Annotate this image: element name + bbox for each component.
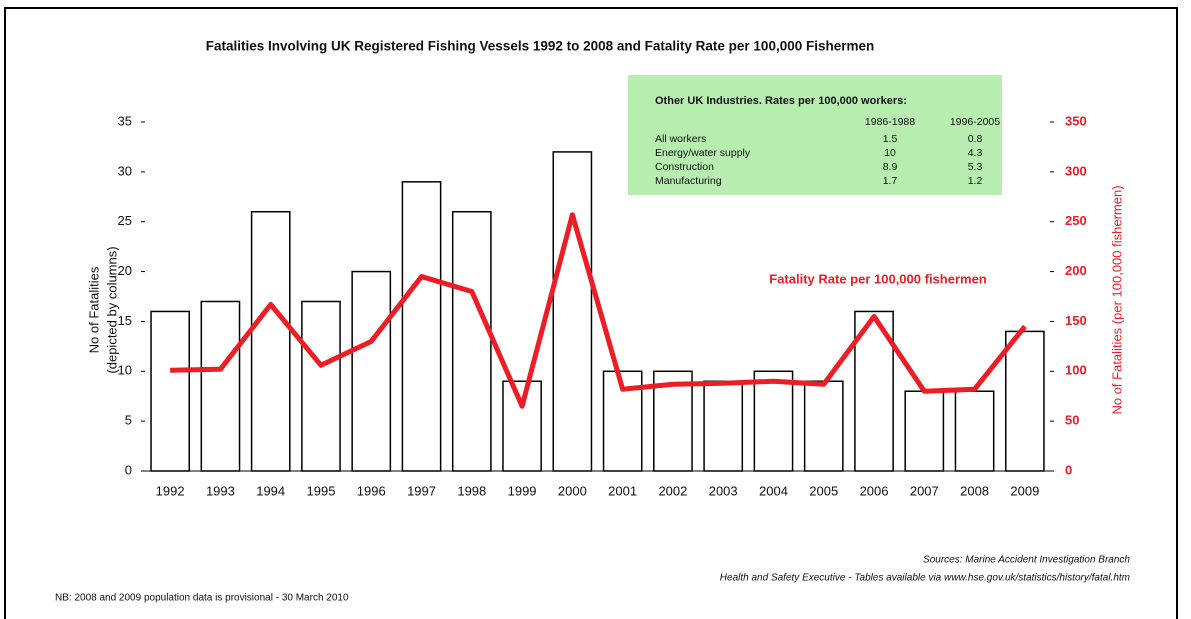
y2-tick-label: 150 (1065, 313, 1087, 328)
rate-line (170, 212, 1027, 409)
bar (552, 151, 593, 472)
y2-tick-label: 300 (1065, 163, 1087, 178)
bar (401, 181, 442, 472)
y2-tick-label: 250 (1065, 213, 1087, 228)
bar (954, 390, 995, 472)
inset-cell: 0.8 (968, 133, 983, 145)
y-tick-label: 30 (118, 163, 132, 178)
x-tick-label: 2009 (1010, 483, 1039, 498)
y-tick-label: 10 (118, 363, 132, 378)
bar (703, 380, 744, 472)
bar (753, 370, 794, 472)
x-tick-label: 2006 (860, 483, 889, 498)
frame (4, 7, 1178, 619)
x-tick-label: 2001 (608, 483, 637, 498)
inset-row-label: All workers (655, 133, 706, 145)
note: NB: 2008 and 2009 population data is pro… (55, 593, 349, 604)
inset-box (628, 75, 1002, 195)
y2-tick-label: 350 (1065, 113, 1087, 128)
inset-cell: 1.5 (883, 133, 898, 145)
x-tick-label: 2007 (910, 483, 939, 498)
inset-cell: 4.3 (968, 147, 983, 159)
x-tick-label: 2004 (759, 483, 788, 498)
inset-title: Other UK Industries. Rates per 100,000 w… (655, 95, 907, 107)
inset-row-label: Construction (655, 161, 714, 173)
bar (351, 270, 392, 472)
x-tick-label: 1998 (457, 483, 486, 498)
x-tick-label: 2000 (558, 483, 587, 498)
y-tick-label: 35 (118, 113, 132, 128)
x-tick-label: 1996 (357, 483, 386, 498)
x-tick-label: 1995 (307, 483, 336, 498)
bar (301, 300, 341, 472)
y2-tick-label: 0 (1065, 462, 1072, 477)
bar (200, 300, 241, 472)
inset-cell: 5.3 (968, 161, 983, 173)
inset-cell: 1.7 (883, 175, 898, 187)
inset-cell: 10 (884, 147, 896, 159)
bar (502, 380, 542, 472)
x-tick-label: 2002 (658, 483, 687, 498)
y2-axis-label: No of Fatalities (per 100,000 fishermen) (1109, 185, 1124, 414)
y2-tick-label: 100 (1065, 363, 1087, 378)
y-tick-label: 5 (125, 413, 132, 428)
bar (803, 380, 844, 472)
y-axis-label: No of Fatalities (86, 266, 101, 353)
y-axis-label: (depicted by columns) (104, 246, 119, 373)
bar (1005, 330, 1045, 472)
y2-tick-label: 200 (1065, 263, 1087, 278)
bar (904, 390, 945, 472)
y-tick-label: 25 (118, 213, 132, 228)
y-tick-label: 20 (118, 263, 132, 278)
chart-title: Fatalities Involving UK Registered Fishi… (206, 39, 875, 54)
x-tick-label: 1997 (407, 483, 436, 498)
source: Sources: Marine Accident Investigation B… (923, 555, 1130, 566)
bar (451, 210, 492, 472)
y-tick-label: 0 (125, 462, 132, 477)
source: Health and Safety Executive - Tables ava… (720, 573, 1130, 584)
x-tick-label: 1992 (156, 483, 185, 498)
bar (150, 310, 190, 472)
inset-col-header: 1996-2005 (950, 116, 1000, 128)
x-tick-label: 1999 (508, 483, 537, 498)
x-tick-label: 1993 (206, 483, 235, 498)
x-tick-label: 2005 (809, 483, 838, 498)
x-tick-label: 1994 (256, 483, 285, 498)
y-tick-label: 15 (118, 313, 132, 328)
x-tick-label: 2008 (960, 483, 989, 498)
inset-cell: 8.9 (883, 161, 898, 173)
inset-col-header: 1986-1988 (865, 116, 915, 128)
inset-row-label: Manufacturing (655, 175, 722, 187)
inset-cell: 1.2 (968, 175, 983, 187)
x-tick-label: 2003 (709, 483, 738, 498)
bar (250, 210, 291, 472)
y2-tick-label: 50 (1065, 413, 1079, 428)
series-label: Fatality Rate per 100,000 fishermen (769, 271, 987, 286)
inset-row-label: Energy/water supply (655, 147, 751, 159)
